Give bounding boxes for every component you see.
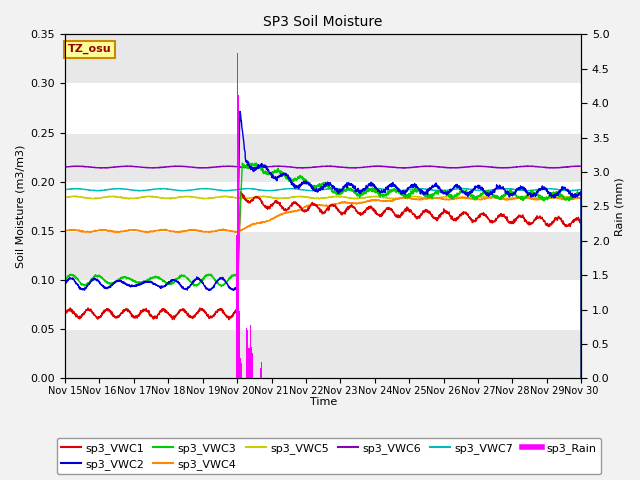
Bar [238,124,239,378]
Title: SP3 Soil Moisture: SP3 Soil Moisture [264,15,383,29]
Bar [237,108,238,378]
Bar [240,375,241,378]
Bar [65,84,581,132]
Bar [239,325,240,378]
Bar [65,132,581,182]
Y-axis label: Rain (mm): Rain (mm) [615,177,625,236]
Text: TZ_osu: TZ_osu [68,44,111,54]
Bar [65,182,581,231]
Bar [238,181,239,378]
Bar [239,362,241,378]
Bar [250,325,252,378]
Bar [236,289,237,378]
Bar [239,364,240,378]
Bar [236,320,237,378]
Bar [239,352,240,378]
Bar [241,362,242,378]
Bar [240,369,241,378]
Bar [237,51,239,378]
X-axis label: Time: Time [310,397,337,408]
Bar [237,53,238,378]
Bar [236,235,237,378]
Bar [65,280,581,329]
Bar [260,362,262,378]
Bar [252,353,253,378]
Legend: sp3_VWC1, sp3_VWC2, sp3_VWC3, sp3_VWC4, sp3_VWC5, sp3_VWC6, sp3_VWC7, sp3_Rain: sp3_VWC1, sp3_VWC2, sp3_VWC3, sp3_VWC4, … [57,438,601,474]
Bar [237,71,238,378]
Bar [240,358,241,378]
Bar [238,95,239,378]
Y-axis label: Soil Moisture (m3/m3): Soil Moisture (m3/m3) [15,144,25,268]
Bar [65,35,581,84]
Bar [65,231,581,280]
Bar [246,328,247,378]
Bar [247,330,248,378]
Bar [248,348,249,378]
Bar [260,368,261,378]
Bar [249,348,250,378]
Bar [65,329,581,378]
